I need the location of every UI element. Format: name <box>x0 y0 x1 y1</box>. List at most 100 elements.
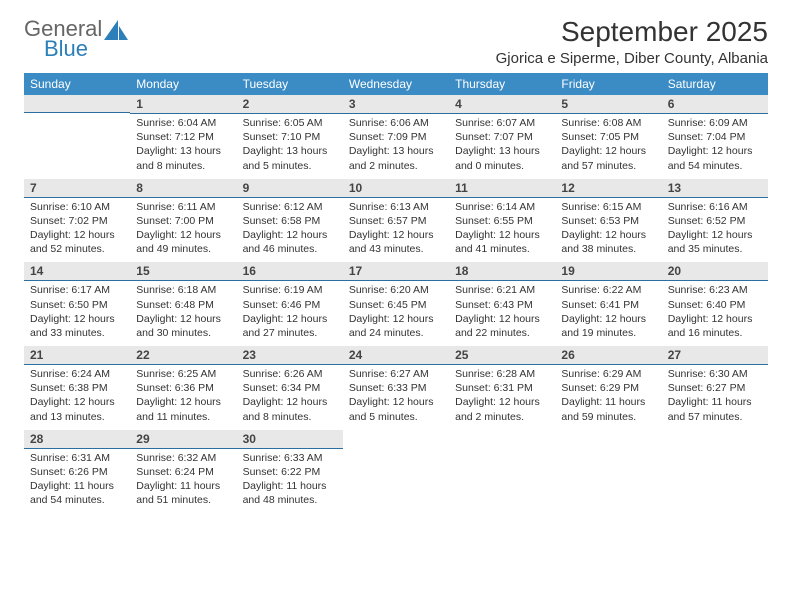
calendar-cell: 1Sunrise: 6:04 AMSunset: 7:12 PMDaylight… <box>130 95 236 179</box>
sunset-text: Sunset: 7:10 PM <box>243 130 337 144</box>
sunset-text: Sunset: 6:53 PM <box>561 214 655 228</box>
day-header-mon: Monday <box>130 73 236 95</box>
cell-body: Sunrise: 6:06 AMSunset: 7:09 PMDaylight:… <box>343 114 449 179</box>
sunrise-text: Sunrise: 6:08 AM <box>561 116 655 130</box>
sunset-text: Sunset: 7:02 PM <box>30 214 124 228</box>
day-number: 22 <box>130 346 236 365</box>
sunset-text: Sunset: 6:46 PM <box>243 298 337 312</box>
cell-body: Sunrise: 6:12 AMSunset: 6:58 PMDaylight:… <box>237 198 343 263</box>
day-number: 2 <box>237 95 343 114</box>
cell-body: Sunrise: 6:05 AMSunset: 7:10 PMDaylight:… <box>237 114 343 179</box>
day-number: 19 <box>555 262 661 281</box>
calendar-cell: 10Sunrise: 6:13 AMSunset: 6:57 PMDayligh… <box>343 179 449 263</box>
calendar-cell: 17Sunrise: 6:20 AMSunset: 6:45 PMDayligh… <box>343 262 449 346</box>
sunset-text: Sunset: 6:50 PM <box>30 298 124 312</box>
calendar-cell <box>24 95 130 179</box>
daylight-text: Daylight: 12 hours and 52 minutes. <box>30 228 124 256</box>
cell-body: Sunrise: 6:29 AMSunset: 6:29 PMDaylight:… <box>555 365 661 430</box>
header: General Blue September 2025 Gjorica e Si… <box>24 16 768 67</box>
calendar-cell: 6Sunrise: 6:09 AMSunset: 7:04 PMDaylight… <box>662 95 768 179</box>
calendar-cell: 27Sunrise: 6:30 AMSunset: 6:27 PMDayligh… <box>662 346 768 430</box>
day-number: 4 <box>449 95 555 114</box>
daylight-text: Daylight: 12 hours and 16 minutes. <box>668 312 762 340</box>
day-headers-row: Sunday Monday Tuesday Wednesday Thursday… <box>24 73 768 95</box>
cell-body: Sunrise: 6:24 AMSunset: 6:38 PMDaylight:… <box>24 365 130 430</box>
calendar-cell: 4Sunrise: 6:07 AMSunset: 7:07 PMDaylight… <box>449 95 555 179</box>
day-number: 20 <box>662 262 768 281</box>
daylight-text: Daylight: 12 hours and 24 minutes. <box>349 312 443 340</box>
calendar-cell: 8Sunrise: 6:11 AMSunset: 7:00 PMDaylight… <box>130 179 236 263</box>
sunrise-text: Sunrise: 6:16 AM <box>668 200 762 214</box>
calendar-cell <box>555 430 661 514</box>
cell-body: Sunrise: 6:09 AMSunset: 7:04 PMDaylight:… <box>662 114 768 179</box>
cell-body: Sunrise: 6:13 AMSunset: 6:57 PMDaylight:… <box>343 198 449 263</box>
daylight-text: Daylight: 12 hours and 54 minutes. <box>668 144 762 172</box>
day-number: 13 <box>662 179 768 198</box>
day-number: 21 <box>24 346 130 365</box>
calendar-cell: 26Sunrise: 6:29 AMSunset: 6:29 PMDayligh… <box>555 346 661 430</box>
calendar-cell: 22Sunrise: 6:25 AMSunset: 6:36 PMDayligh… <box>130 346 236 430</box>
cell-body: Sunrise: 6:19 AMSunset: 6:46 PMDaylight:… <box>237 281 343 346</box>
day-header-wed: Wednesday <box>343 73 449 95</box>
daylight-text: Daylight: 11 hours and 59 minutes. <box>561 395 655 423</box>
daylight-text: Daylight: 12 hours and 19 minutes. <box>561 312 655 340</box>
day-number: 17 <box>343 262 449 281</box>
calendar-cell: 2Sunrise: 6:05 AMSunset: 7:10 PMDaylight… <box>237 95 343 179</box>
day-header-fri: Friday <box>555 73 661 95</box>
day-number: 8 <box>130 179 236 198</box>
sunrise-text: Sunrise: 6:31 AM <box>30 451 124 465</box>
sunset-text: Sunset: 6:45 PM <box>349 298 443 312</box>
cell-body: Sunrise: 6:31 AMSunset: 6:26 PMDaylight:… <box>24 449 130 514</box>
calendar-cell: 19Sunrise: 6:22 AMSunset: 6:41 PMDayligh… <box>555 262 661 346</box>
daylight-text: Daylight: 11 hours and 57 minutes. <box>668 395 762 423</box>
calendar-cell: 3Sunrise: 6:06 AMSunset: 7:09 PMDaylight… <box>343 95 449 179</box>
sunrise-text: Sunrise: 6:22 AM <box>561 283 655 297</box>
daylight-text: Daylight: 12 hours and 49 minutes. <box>136 228 230 256</box>
sunset-text: Sunset: 6:57 PM <box>349 214 443 228</box>
day-number: 28 <box>24 430 130 449</box>
sunrise-text: Sunrise: 6:12 AM <box>243 200 337 214</box>
calendar-cell: 28Sunrise: 6:31 AMSunset: 6:26 PMDayligh… <box>24 430 130 514</box>
calendar-cell: 5Sunrise: 6:08 AMSunset: 7:05 PMDaylight… <box>555 95 661 179</box>
day-number: 14 <box>24 262 130 281</box>
cell-body: Sunrise: 6:10 AMSunset: 7:02 PMDaylight:… <box>24 198 130 263</box>
cell-body: Sunrise: 6:21 AMSunset: 6:43 PMDaylight:… <box>449 281 555 346</box>
day-header-thu: Thursday <box>449 73 555 95</box>
daylight-text: Daylight: 12 hours and 27 minutes. <box>243 312 337 340</box>
day-number: 1 <box>130 95 236 114</box>
daylight-text: Daylight: 12 hours and 5 minutes. <box>349 395 443 423</box>
cell-body: Sunrise: 6:04 AMSunset: 7:12 PMDaylight:… <box>130 114 236 179</box>
sunrise-text: Sunrise: 6:23 AM <box>668 283 762 297</box>
logo-sail-icon <box>104 20 130 42</box>
day-header-sat: Saturday <box>662 73 768 95</box>
week-row: 28Sunrise: 6:31 AMSunset: 6:26 PMDayligh… <box>24 430 768 514</box>
cell-body: Sunrise: 6:11 AMSunset: 7:00 PMDaylight:… <box>130 198 236 263</box>
sunset-text: Sunset: 6:31 PM <box>455 381 549 395</box>
daylight-text: Daylight: 12 hours and 33 minutes. <box>30 312 124 340</box>
daylight-text: Daylight: 12 hours and 30 minutes. <box>136 312 230 340</box>
day-number <box>449 430 555 448</box>
daylight-text: Daylight: 12 hours and 8 minutes. <box>243 395 337 423</box>
daylight-text: Daylight: 13 hours and 2 minutes. <box>349 144 443 172</box>
sunset-text: Sunset: 7:12 PM <box>136 130 230 144</box>
sunrise-text: Sunrise: 6:11 AM <box>136 200 230 214</box>
day-header-tue: Tuesday <box>237 73 343 95</box>
sunset-text: Sunset: 6:52 PM <box>668 214 762 228</box>
calendar-cell: 21Sunrise: 6:24 AMSunset: 6:38 PMDayligh… <box>24 346 130 430</box>
sunset-text: Sunset: 6:55 PM <box>455 214 549 228</box>
day-number: 16 <box>237 262 343 281</box>
sunrise-text: Sunrise: 6:27 AM <box>349 367 443 381</box>
logo-text: General Blue <box>24 18 102 60</box>
calendar-cell: 16Sunrise: 6:19 AMSunset: 6:46 PMDayligh… <box>237 262 343 346</box>
cell-body: Sunrise: 6:22 AMSunset: 6:41 PMDaylight:… <box>555 281 661 346</box>
cell-body: Sunrise: 6:32 AMSunset: 6:24 PMDaylight:… <box>130 449 236 514</box>
daylight-text: Daylight: 12 hours and 2 minutes. <box>455 395 549 423</box>
sunset-text: Sunset: 6:43 PM <box>455 298 549 312</box>
calendar-cell: 20Sunrise: 6:23 AMSunset: 6:40 PMDayligh… <box>662 262 768 346</box>
daylight-text: Daylight: 13 hours and 0 minutes. <box>455 144 549 172</box>
sunset-text: Sunset: 6:48 PM <box>136 298 230 312</box>
calendar: Sunday Monday Tuesday Wednesday Thursday… <box>24 73 768 513</box>
sunset-text: Sunset: 7:05 PM <box>561 130 655 144</box>
day-number: 10 <box>343 179 449 198</box>
logo-text-2: Blue <box>44 38 102 60</box>
